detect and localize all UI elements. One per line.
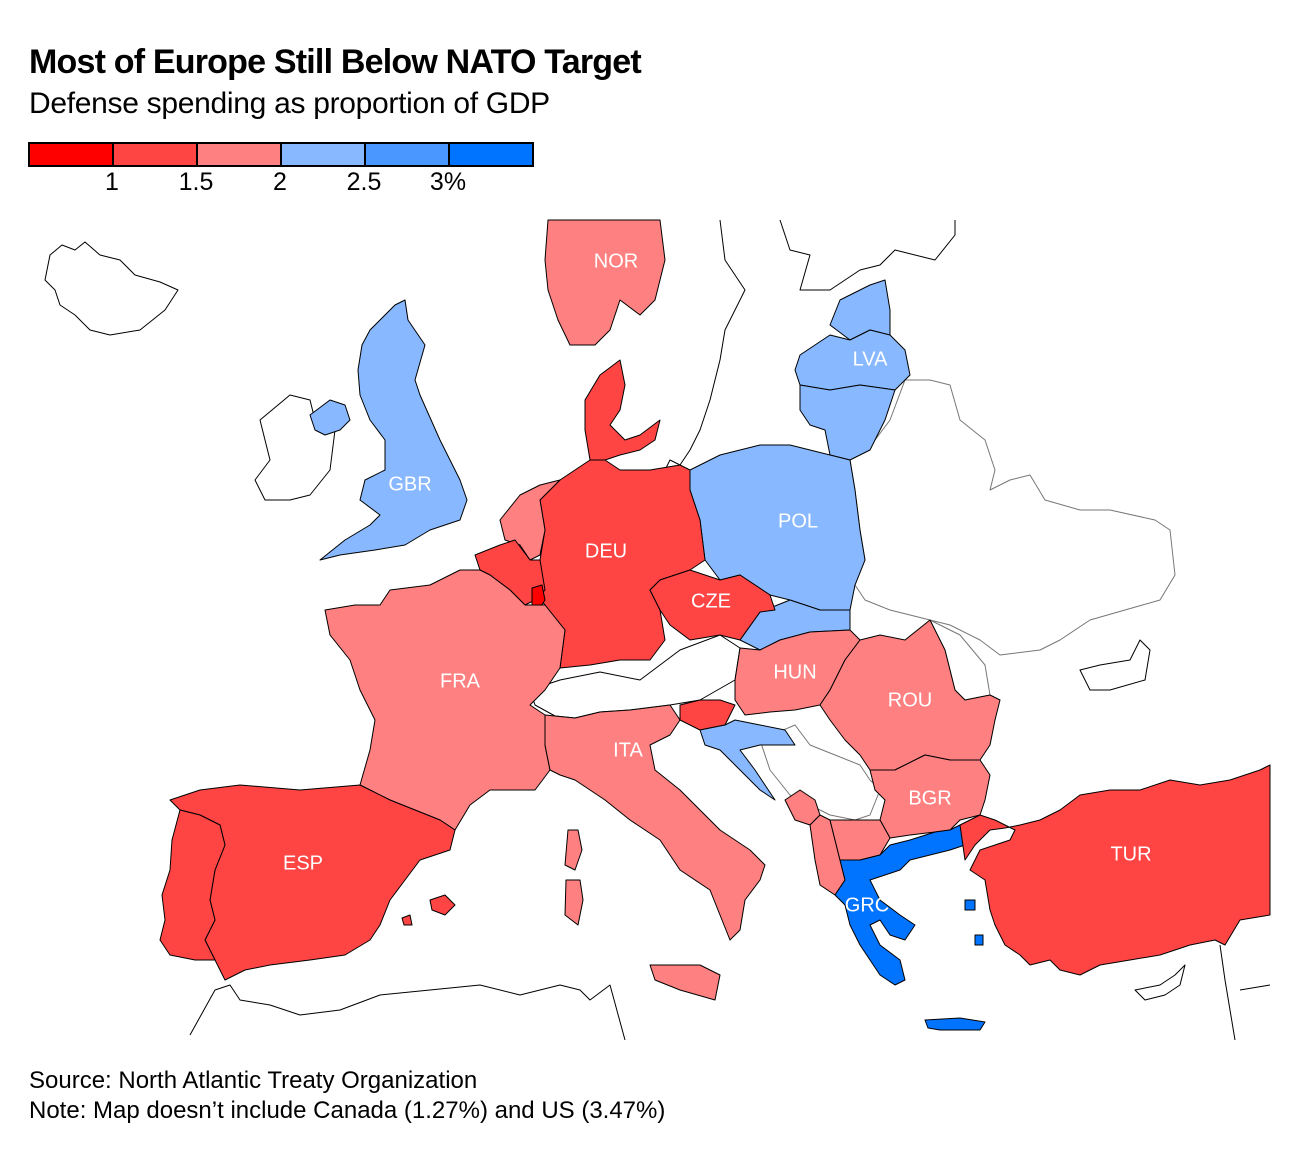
middle-east-outline <box>1219 944 1271 1041</box>
label-GRC: GRC <box>845 894 889 916</box>
label-HUN: HUN <box>773 661 816 683</box>
country-EST[interactable] <box>829 279 891 341</box>
legend-tick: 2 <box>273 168 287 196</box>
source-note: Source: North Atlantic Treaty Organizati… <box>29 1067 478 1094</box>
country-SVN[interactable] <box>679 699 736 731</box>
label-DEU: DEU <box>585 540 627 562</box>
cyprus <box>1134 964 1186 1001</box>
country-NOR[interactable] <box>544 219 666 346</box>
legend-swatch-2.5-3 <box>366 144 450 165</box>
label-CZE: CZE <box>691 590 731 612</box>
europe-map: NOR GBR LVA POL DEU CZE FRA ITA HUN ROU … <box>44 219 1271 1041</box>
legend-tick: 1.5 <box>178 168 214 196</box>
country-LTU[interactable] <box>799 384 896 461</box>
country-ITA[interactable] <box>544 704 766 1001</box>
legend-swatch-below-1 <box>30 144 114 165</box>
legend-swatch-1-1.5 <box>114 144 198 165</box>
country-BGR[interactable] <box>869 754 991 839</box>
chart-title: Most of Europe Still Below NATO Target <box>29 43 642 81</box>
crimea <box>1079 639 1151 691</box>
country-GBR[interactable] <box>309 299 468 561</box>
belarus-ukraine <box>849 379 1176 656</box>
legend-tick: 3% <box>429 168 467 196</box>
footnote: Note: Map doesn’t include Canada (1.27%)… <box>29 1097 666 1124</box>
label-LVA: LVA <box>853 348 888 370</box>
label-ITA: ITA <box>613 739 643 761</box>
country-GRC[interactable] <box>834 824 986 1031</box>
label-BGR: BGR <box>908 787 951 809</box>
country-labels: NOR GBR LVA POL DEU CZE FRA ITA HUN ROU … <box>283 250 1152 916</box>
legend-ticks: 1 1.5 2 2.5 3% <box>28 168 538 200</box>
label-NOR: NOR <box>594 250 638 272</box>
country-DNK[interactable] <box>584 359 661 461</box>
country-POL[interactable] <box>689 444 866 611</box>
country-PRT[interactable] <box>159 809 226 961</box>
legend-swatch-2-2.5 <box>282 144 366 165</box>
iceland <box>44 241 179 336</box>
chart-subtitle: Defense spending as proportion of GDP <box>29 87 550 120</box>
legend-tick: 2.5 <box>346 168 382 196</box>
label-FRA: FRA <box>440 670 481 692</box>
legend-swatch-1.5-2 <box>198 144 282 165</box>
label-ESP: ESP <box>283 852 323 874</box>
label-TUR: TUR <box>1110 843 1151 865</box>
label-POL: POL <box>778 510 818 532</box>
country-LUX[interactable] <box>531 584 546 609</box>
country-FRA[interactable] <box>324 569 566 831</box>
footer: Source: North Atlantic Treaty Organizati… <box>29 1066 665 1126</box>
scandinavia-outline <box>664 219 956 471</box>
north-africa <box>189 984 626 1041</box>
country-HRV[interactable] <box>699 719 796 801</box>
legend-tick: 1 <box>105 168 119 196</box>
label-GBR: GBR <box>388 473 431 495</box>
color-legend <box>28 142 534 167</box>
legend-swatch-above-3 <box>450 144 532 165</box>
country-TUR[interactable] <box>959 764 1271 976</box>
country-CZE[interactable] <box>649 569 776 641</box>
label-ROU: ROU <box>888 689 932 711</box>
